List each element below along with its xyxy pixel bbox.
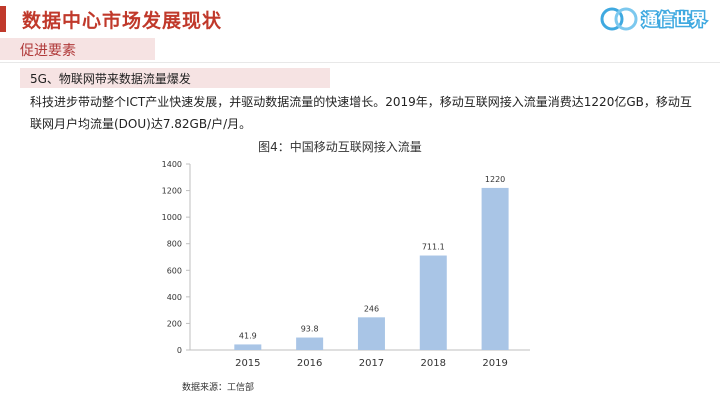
section-label-bg: [0, 38, 155, 60]
page-title: 数据中心市场发展现状: [22, 10, 223, 32]
y-tick-label: 400: [167, 293, 182, 302]
bar: [296, 337, 324, 350]
divider: [0, 62, 720, 63]
y-tick-label: 800: [167, 240, 182, 249]
y-tick-label: 200: [167, 319, 182, 328]
body-paragraph: 科技进步带动整个ICT产业快速发展，并驱动数据流量的快速增长。2019年，移动互…: [30, 95, 692, 131]
x-tick-label: 2018: [421, 358, 446, 369]
bar-value-label: 246: [364, 304, 379, 313]
x-tick-label: 2015: [235, 358, 260, 369]
source-note: 数据来源：工信部: [182, 383, 255, 393]
y-tick-label: 1000: [162, 213, 182, 222]
bar-value-label: 711.1: [422, 243, 445, 252]
bar: [481, 187, 509, 350]
logo-text: 通信世界: [642, 10, 706, 29]
chart-title: 图4：中国移动互联网接入流量: [258, 140, 422, 154]
chart-container: 图4：中国移动互联网接入流量 0 200 400 600 800 1000 1200 1400…: [130, 138, 550, 400]
x-tick-label: 2016: [297, 358, 322, 369]
section-title: 促进要素: [20, 43, 76, 59]
title-bar: 数据中心市场发展现状 通信世界: [0, 0, 720, 35]
highlight-bg: [20, 68, 330, 88]
bar-value-label: 1220: [485, 175, 505, 184]
title-accent-bar: [0, 6, 6, 32]
y-tick-label: 0: [177, 346, 182, 355]
tongxin-shijie-logo: 通信世界: [600, 7, 708, 31]
x-tick-label: 2019: [482, 358, 507, 369]
bar: [234, 344, 262, 350]
highlight-text: 5G、物联网带来数据流量爆发: [30, 72, 191, 86]
y-tick-label: 1200: [162, 187, 182, 196]
bar: [357, 317, 385, 350]
y-tick-label: 600: [167, 266, 182, 275]
y-tick-label: 1400: [162, 160, 182, 169]
x-tick-label: 2017: [359, 358, 384, 369]
bar-value-label: 93.8: [301, 325, 319, 334]
bar-chart: 0 200 400 600 800 1000 1200 1400 41.9 2015 93.8 201…: [162, 160, 530, 369]
bar-value-label: 41.9: [239, 331, 257, 340]
bar: [419, 255, 447, 350]
